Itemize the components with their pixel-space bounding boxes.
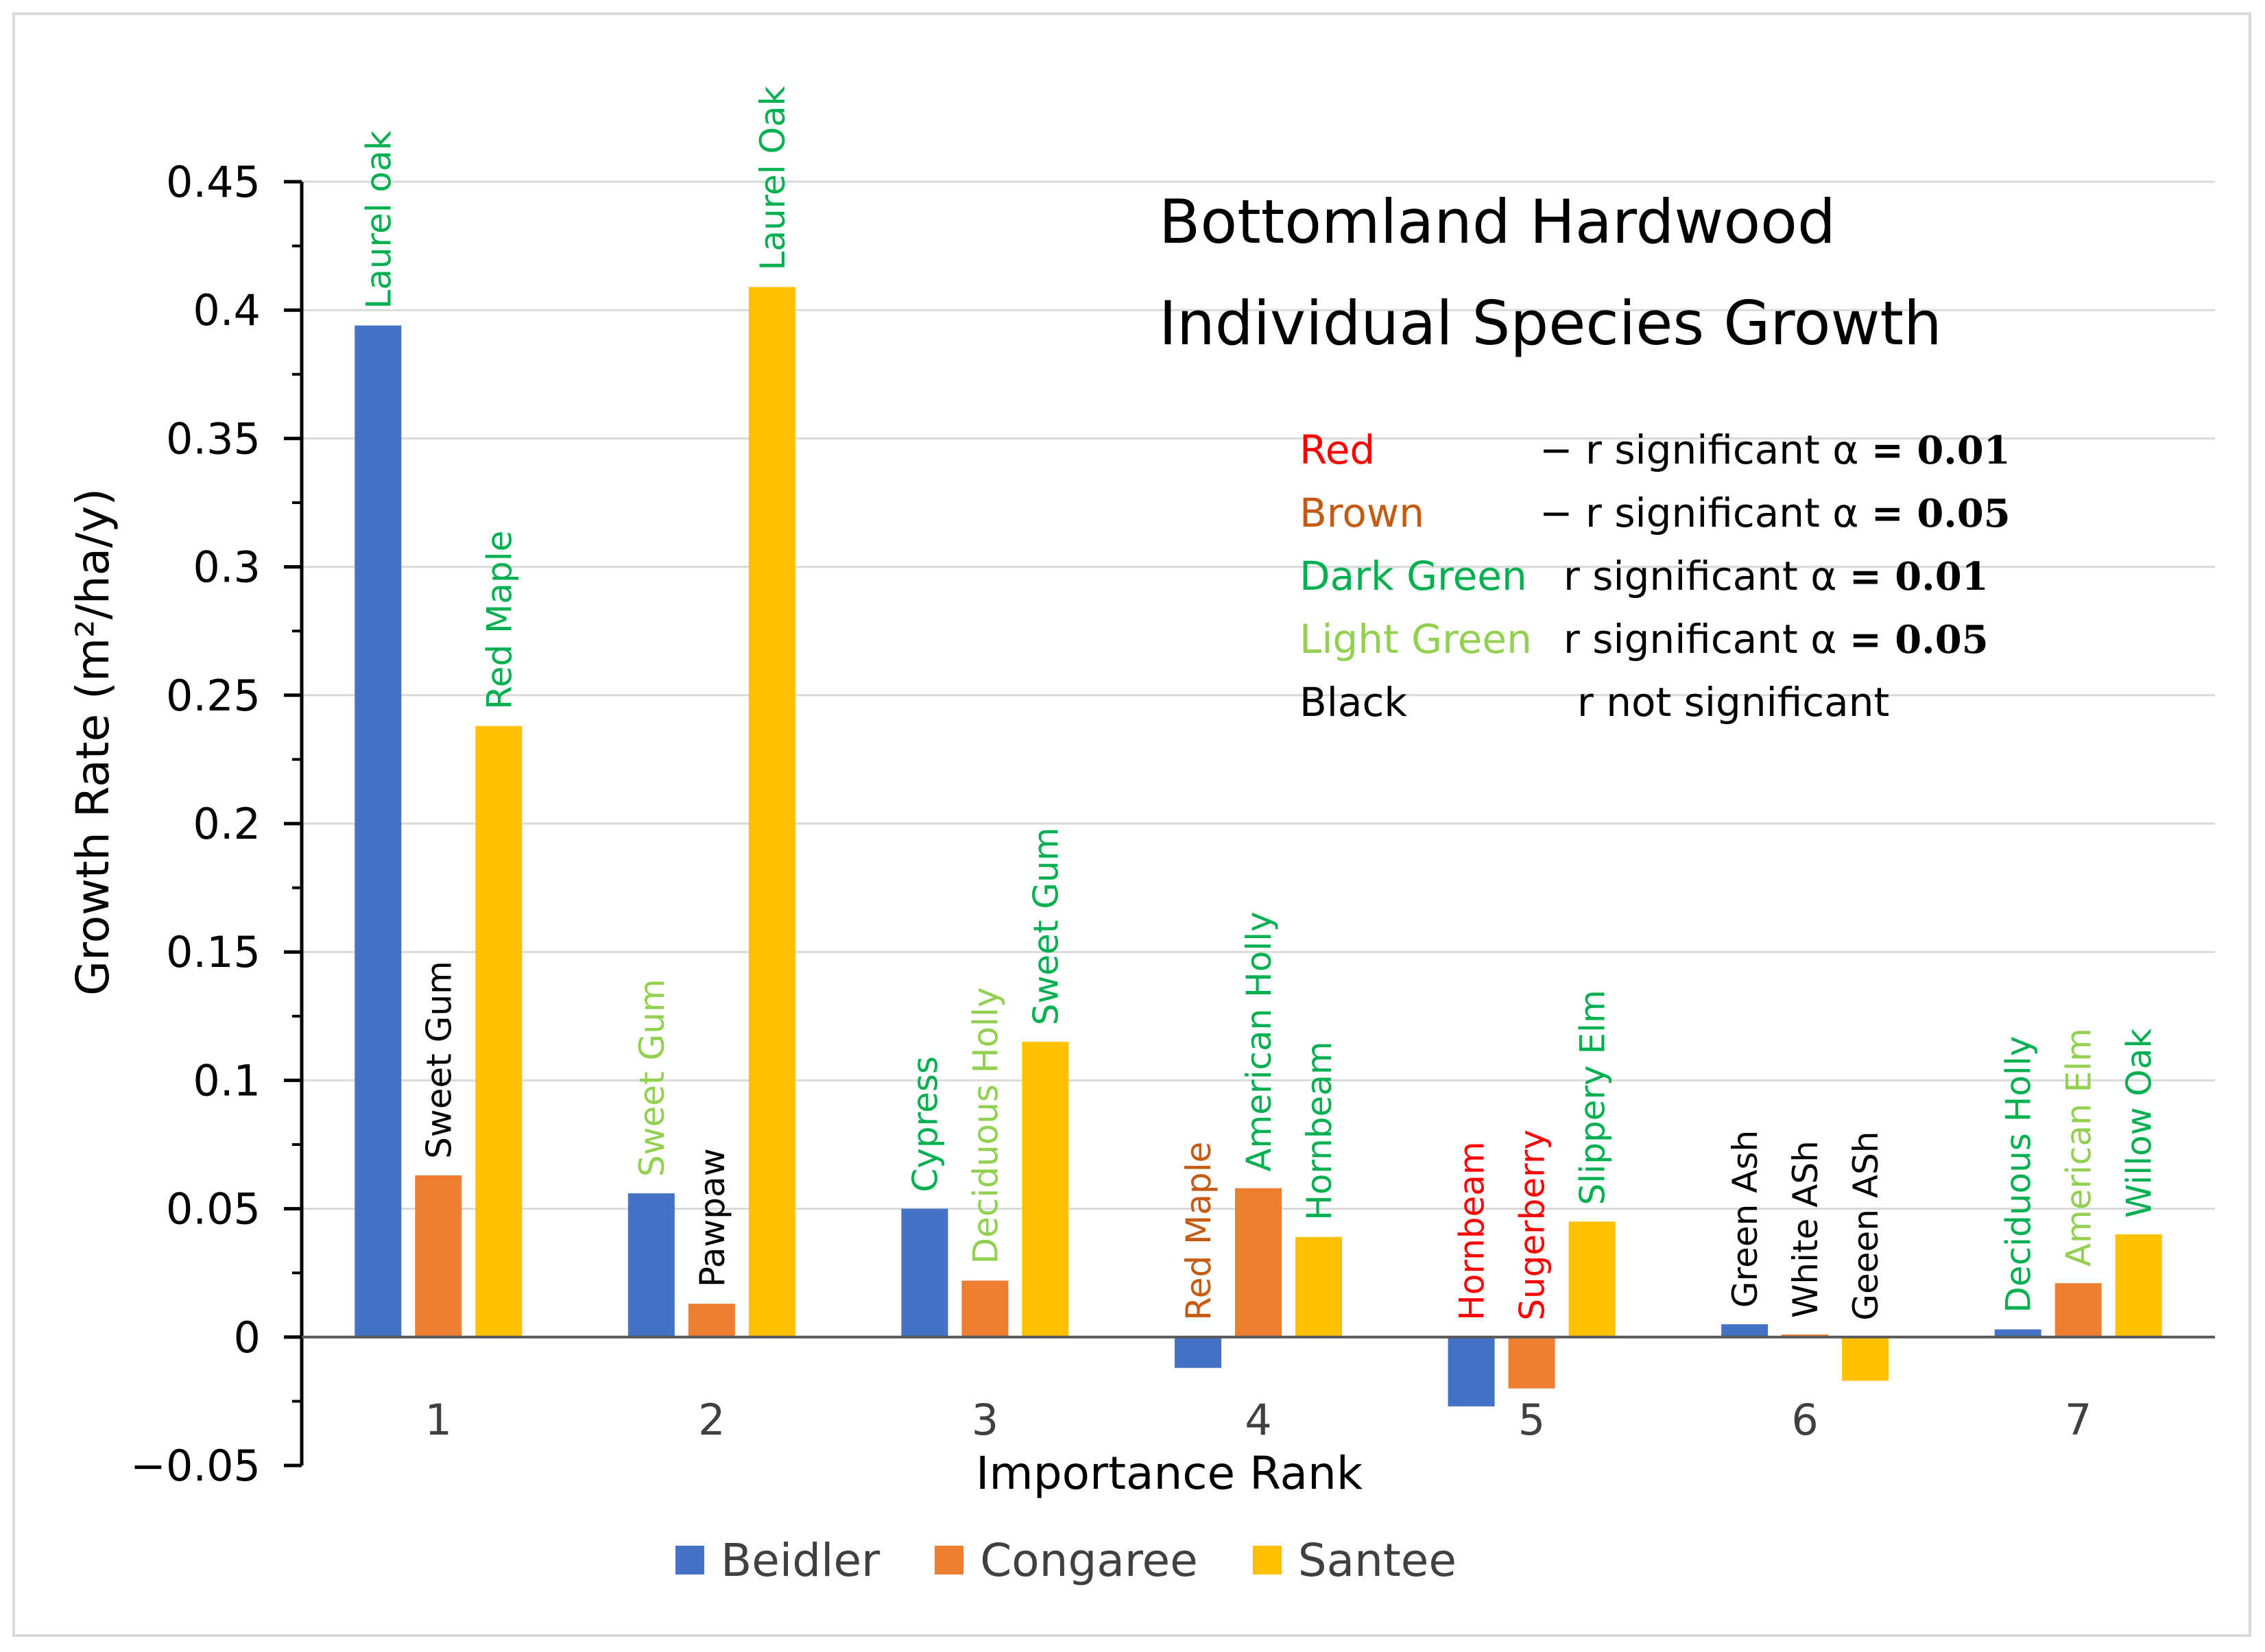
bar-species-label: Red Maple: [479, 531, 519, 710]
legend-item-beidler: Beidler: [675, 1534, 880, 1587]
x-tick-label: 6: [1791, 1395, 1818, 1445]
bar-santee: [1022, 1042, 1069, 1337]
significance-key-description: r significant α = 0.05: [1563, 616, 1989, 662]
bar-santee: [748, 287, 795, 1337]
bar-species-label: Laurel oak: [359, 130, 398, 309]
axes: −0.05 0 0.05 0.1 0.15 0.2 0.25 0.3 0.35 0.4 0.45 1 2…: [130, 157, 2215, 1491]
significance-key-color-name: Dark Green: [1299, 553, 1527, 599]
x-tick-label: 7: [2065, 1395, 2092, 1445]
x-tick-label: 1: [425, 1395, 452, 1445]
significance-key-row: Light Green r significant α = 0.05: [1299, 608, 2081, 671]
bar-congaree: [2054, 1283, 2102, 1337]
significance-key-row: Dark Green r significant α = 0.01: [1299, 544, 2081, 608]
y-tick-label: 0.3: [193, 542, 261, 592]
legend-label: Santee: [1297, 1533, 1457, 1587]
y-axis-label: Growth Rate (m²/ha/y): [67, 488, 119, 996]
bar-species-label: Willow Oak: [2120, 1029, 2159, 1218]
bar-beidler: [901, 1208, 948, 1337]
x-tick-label: 4: [1245, 1395, 1271, 1445]
bar-species-label: White ASh: [1786, 1140, 1825, 1318]
y-tick-label: −0.05: [130, 1441, 261, 1491]
significance-key-alpha: = 0.05: [1849, 617, 1989, 662]
y-tick-label: 0.35: [166, 414, 261, 464]
significance-key-alpha: = 0.05: [1871, 491, 2011, 536]
bar-santee: [1842, 1337, 1889, 1381]
bar-species-label: American Holly: [1239, 911, 1279, 1171]
bar-species-label: Hornbeam: [1299, 1041, 1339, 1220]
bar-congaree: [415, 1175, 462, 1337]
bars: [355, 287, 2162, 1406]
bar-species-label: Geeen ASh: [1846, 1132, 1886, 1321]
legend-label: Congaree: [980, 1533, 1198, 1587]
x-tick-label: 2: [698, 1395, 725, 1445]
bar-species-label: Sweet Gum: [632, 979, 672, 1177]
significance-key-color-name: Light Green: [1299, 616, 1532, 662]
bar-congaree: [1508, 1337, 1555, 1389]
legend-swatch: [935, 1546, 964, 1575]
bar-congaree: [1235, 1188, 1282, 1337]
bar-species-label: Green Ash: [1725, 1130, 1765, 1308]
legend-item-santee: Santee: [1252, 1533, 1457, 1587]
y-tick-label: 0: [234, 1313, 261, 1363]
y-tick-label: 0.1: [193, 1055, 261, 1105]
bar-beidler: [627, 1193, 675, 1337]
bar-santee: [475, 726, 523, 1337]
y-tick-label: 0.05: [166, 1184, 261, 1234]
bar-species-label: American Elm: [2059, 1028, 2099, 1267]
bar-beidler: [355, 325, 402, 1337]
bar-species-labels: Laurel oak Sweet Gum Red Maple Sweet Gum Paw…: [359, 86, 2159, 1320]
x-tick-label: 5: [1518, 1395, 1545, 1445]
significance-key-alpha: = 0.01: [1849, 554, 1989, 599]
bar-species-label: Hornbeam: [1452, 1141, 1492, 1320]
bar-species-label: Sweet Gum: [1026, 827, 1066, 1025]
bar-species-label: Slippery Elm: [1573, 990, 1613, 1205]
bar-congaree: [688, 1304, 735, 1337]
significance-key-color-name: Red: [1299, 427, 1376, 473]
chart-title-line-2: Individual Species Growth: [1159, 288, 1942, 359]
x-tick-label: 3: [972, 1395, 998, 1445]
bar-beidler: [1448, 1337, 1495, 1406]
y-tick-label: 0.2: [193, 799, 261, 849]
significance-key-description: − r significant α = 0.05: [1539, 490, 2011, 536]
significance-key-row: Brown − r significant α = 0.05: [1299, 481, 2081, 544]
bar-species-label: Sugerberry: [1513, 1129, 1553, 1321]
chart-title-line-1: Bottomland Hardwood: [1159, 187, 1836, 257]
significance-key-description: r significant α = 0.01: [1563, 553, 1989, 599]
y-tick-label: 0.25: [166, 671, 261, 721]
bar-congaree: [961, 1280, 1009, 1337]
legend-swatch: [1252, 1546, 1282, 1575]
bar-species-label: Deciduous Holly: [1999, 1036, 2039, 1313]
bar-santee: [1295, 1236, 1342, 1337]
bar-species-label: Sweet Gum: [419, 961, 459, 1159]
bar-species-label: Deciduous Holly: [966, 987, 1005, 1265]
significance-key-description: − r significant α = 0.01: [1539, 427, 2011, 473]
bar-species-label: Pawpaw: [693, 1148, 732, 1287]
significance-key-color-name: Brown: [1299, 490, 1425, 536]
significance-key-description: r not significant: [1577, 679, 1890, 726]
legend-label: Beidler: [721, 1533, 880, 1587]
y-tick-label: 0.15: [166, 927, 261, 977]
y-tick-label: 0.4: [193, 285, 261, 335]
significance-key-color-name: Black: [1299, 679, 1407, 726]
gridlines: [302, 180, 2215, 1210]
bar-species-label: Red Maple: [1179, 1142, 1219, 1321]
bar-beidler: [1721, 1324, 1769, 1337]
y-tick-label: 0.45: [166, 157, 261, 207]
significance-key-row: Red − r significant α = 0.01: [1299, 418, 2081, 481]
bar-beidler: [1175, 1337, 1221, 1368]
bar-santee: [2115, 1234, 2162, 1337]
chart-legend: Beidler Congaree Santee: [675, 1526, 1457, 1594]
significance-key-row: Black r not significant: [1299, 671, 2081, 734]
legend-item-congaree: Congaree: [935, 1534, 1198, 1587]
significance-key: Red − r significant α = 0.01 Brown − r sign…: [1299, 418, 2081, 734]
bar-beidler: [1994, 1329, 2041, 1337]
significance-key-alpha: = 0.01: [1871, 428, 2011, 473]
bar-species-label: Cypress: [905, 1056, 945, 1193]
legend-swatch: [675, 1546, 704, 1575]
x-axis-label: Importance Rank: [976, 1447, 1363, 1500]
bar-species-label: Laurel Oak: [753, 86, 793, 270]
chart-title: Bottomland Hardwood Individual Species G…: [1159, 171, 2119, 374]
bar-santee: [1568, 1221, 1616, 1337]
